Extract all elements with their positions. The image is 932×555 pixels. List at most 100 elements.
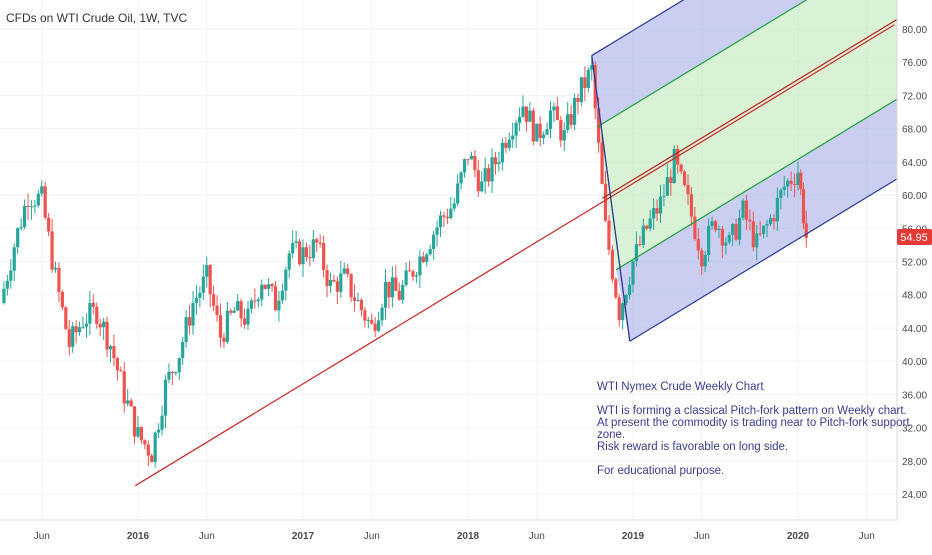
candle: [325, 264, 329, 298]
candle: [586, 67, 590, 93]
candle: [167, 363, 171, 384]
candle: [352, 284, 357, 312]
candle: [47, 213, 51, 237]
candle: [98, 318, 102, 337]
candle: [801, 182, 806, 229]
candle: [665, 164, 669, 196]
candle: [524, 106, 529, 132]
time-axis-background: [0, 520, 932, 550]
candle: [435, 220, 439, 247]
candle: [559, 115, 563, 148]
candle: [232, 306, 236, 314]
time-tick-label: Jun: [529, 531, 545, 542]
candle: [53, 261, 58, 273]
candle: [225, 301, 229, 344]
support-trendline[interactable]: [134, 24, 895, 487]
price-tick-label: 28.00: [902, 457, 927, 468]
candle: [12, 243, 16, 282]
candle: [318, 234, 322, 248]
candle: [270, 282, 274, 292]
candle: [700, 247, 704, 275]
candle: [349, 273, 353, 303]
candle: [280, 283, 284, 305]
candle: [105, 316, 109, 358]
candle: [50, 219, 54, 273]
candle: [112, 334, 116, 366]
candle: [786, 178, 790, 198]
candle: [5, 274, 9, 296]
candle: [160, 405, 164, 436]
candle: [779, 188, 783, 210]
candle: [583, 66, 587, 101]
candle: [710, 216, 714, 230]
candle: [311, 229, 315, 262]
candle: [16, 227, 20, 254]
candle: [373, 317, 377, 337]
price-tick-label: 72.00: [902, 91, 927, 102]
pitchfork-median-line[interactable]: [601, 0, 932, 199]
candle: [610, 245, 614, 283]
annotation-note[interactable]: WTI Nymex Crude Weekly Chart WTI is formi…: [597, 381, 910, 477]
candle: [452, 197, 456, 212]
candle: [60, 290, 64, 311]
candle: [679, 163, 683, 175]
pitchfork-upper-inner-line[interactable]: [596, 0, 932, 128]
pitchfork-lower-inner-line[interactable]: [615, 0, 932, 271]
candle: [36, 189, 40, 208]
candle: [731, 222, 735, 246]
candle: [717, 225, 721, 238]
candle: [682, 169, 687, 187]
candle: [631, 260, 635, 293]
candle: [370, 313, 374, 325]
candle: [476, 159, 480, 198]
pitchfork-zone-lower: [616, 99, 897, 342]
pitchfork-upper-line[interactable]: [591, 0, 932, 57]
candles: [2, 57, 808, 468]
candle: [538, 116, 542, 147]
candle: [686, 174, 690, 205]
time-tick-label: Jun: [34, 531, 50, 542]
price-tick-label: 80.00: [902, 25, 927, 36]
candle: [304, 242, 309, 262]
candle: [26, 193, 30, 220]
candle: [693, 206, 697, 242]
candle: [490, 148, 494, 194]
candle: [301, 239, 305, 278]
candle: [418, 249, 422, 288]
candle: [267, 278, 271, 297]
candle: [222, 332, 226, 349]
candle: [765, 219, 769, 238]
candle: [789, 171, 793, 192]
candle: [187, 305, 192, 335]
candle: [394, 265, 398, 292]
candle: [634, 231, 639, 267]
candle: [748, 209, 752, 231]
candle: [707, 218, 711, 262]
price-tick-label: 76.00: [902, 58, 927, 69]
candle: [57, 262, 61, 303]
candle: [548, 100, 553, 139]
drawing-lines[interactable]: [134, 0, 932, 487]
candle: [438, 210, 443, 238]
candle: [119, 366, 123, 372]
candle: [572, 93, 577, 130]
price-tick-label: 44.00: [902, 324, 927, 335]
candle: [617, 293, 621, 327]
annotation-line: zone.: [597, 429, 625, 441]
candle: [383, 269, 388, 320]
time-axis[interactable]: Jun 2016 Jun 2017 Jun 2018 Jun 2019 Jun 2020 Jun: [34, 531, 875, 542]
candle: [401, 280, 405, 304]
candle: [239, 298, 243, 328]
candle: [493, 152, 498, 175]
annotation-line: WTI Nymex Crude Weekly Chart: [597, 381, 764, 393]
candle: [71, 321, 75, 353]
candle: [775, 187, 779, 232]
candle: [359, 297, 364, 317]
price-axis[interactable]: 24.00 28.00 32.00 36.00 40.00 44.00 48.00 52.00…: [902, 25, 927, 501]
candle: [126, 388, 130, 407]
pitchfork-lower-line[interactable]: [629, 56, 932, 342]
candle: [33, 199, 37, 214]
pitchfork-handle[interactable]: [591, 55, 631, 342]
